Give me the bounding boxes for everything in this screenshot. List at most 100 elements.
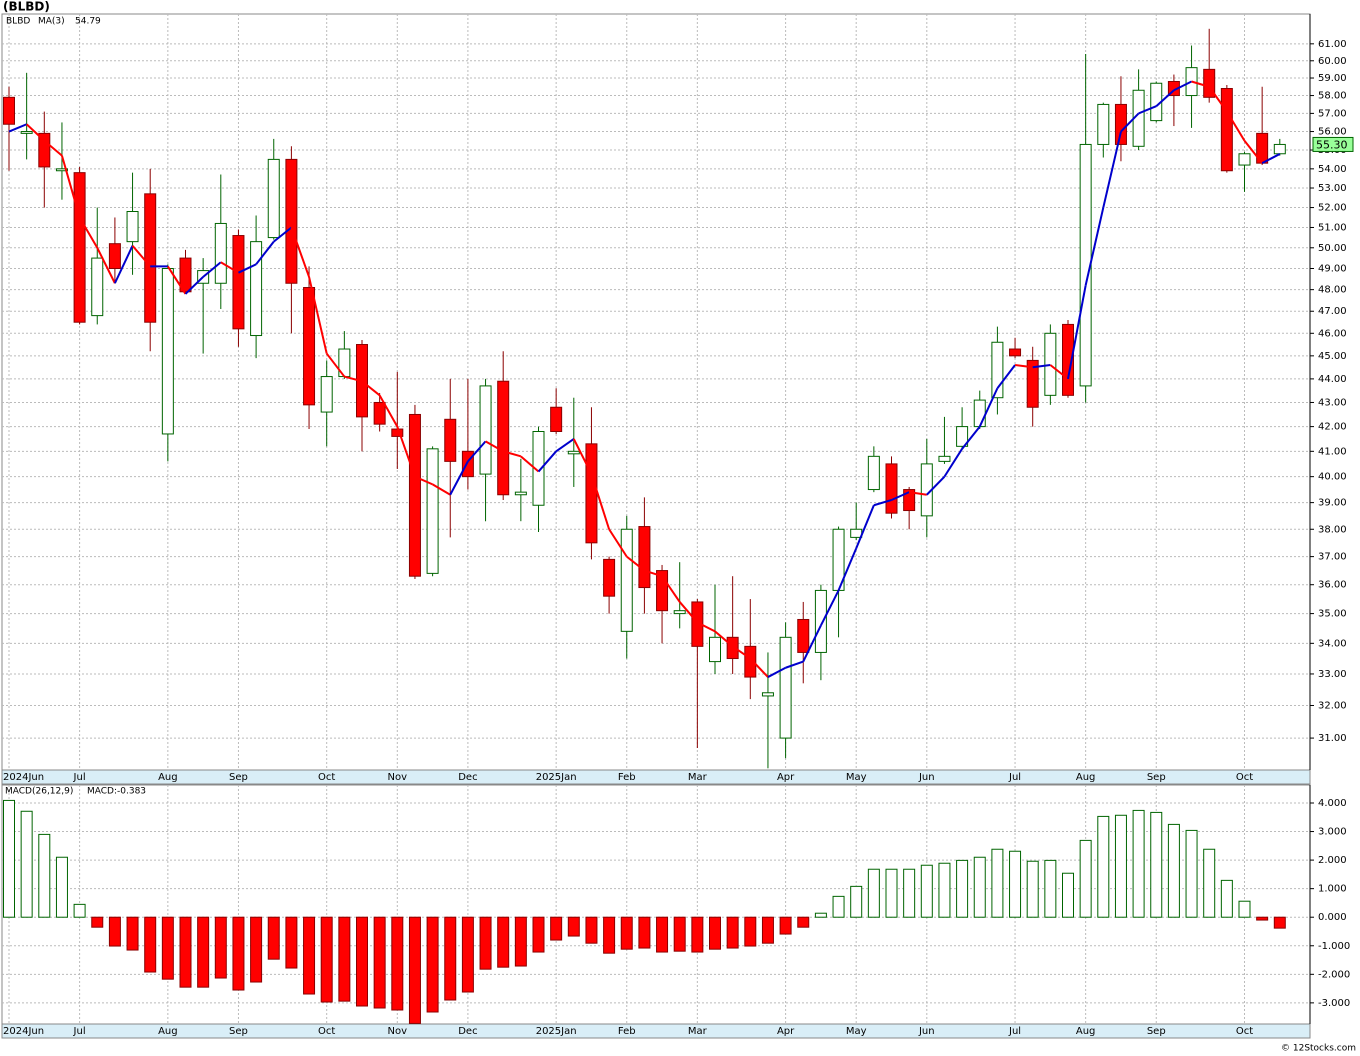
macd-bar [161,916,174,980]
ma-segment [60,155,81,218]
y-tick-label: 49.00 [1318,263,1347,274]
x-tick-label: 2025Jan [536,1026,577,1037]
x-tick-label: Aug [158,1026,178,1037]
ma-segment [802,624,822,663]
ma-segment [184,276,204,295]
y-tick-label: 3.000 [1318,827,1347,838]
macd-bar [1238,900,1251,918]
ma-segment [661,575,681,603]
y-tick-label: 60.00 [1318,56,1347,67]
ma-segment [767,666,787,678]
candle-body [1026,359,1039,408]
x-axis-band [1,769,1311,785]
x-tick-label: 2024Jun [3,772,44,783]
macd-bar [426,916,439,1013]
candle-body [426,448,439,574]
y-tick-label: 45.00 [1318,351,1347,362]
x-tick-label: Nov [388,1026,408,1037]
y-tick-label: 32.00 [1318,701,1347,712]
macd-bar [444,916,457,1001]
ma-segment [678,601,699,624]
ma-segment [785,660,804,669]
macd-bar [814,912,827,918]
candle-body [108,243,121,269]
x-tick-label: Sep [1147,772,1166,783]
candle-body [497,380,510,496]
ma-segment [96,247,116,284]
ma-segment [1173,80,1192,92]
x-tick-label: Feb [618,1026,636,1037]
y-tick-label: -2.000 [1318,969,1350,980]
ma-segment [714,630,734,648]
y-tick-label: 1.000 [1318,884,1347,895]
macd-bar [356,916,368,1007]
candle-body [267,158,280,239]
candle-body [320,376,333,413]
y-tick-label: 51.00 [1318,222,1347,233]
candle-body [656,570,669,612]
x-tick-label: Oct [318,1026,335,1037]
ma-segment [131,245,151,268]
macd-bar [1062,872,1074,918]
ma-segment [626,555,646,572]
x-tick-label: Feb [618,772,636,783]
candle-body [903,489,916,512]
x-tick-label: 2024Jun [3,1026,44,1037]
panel [1,13,1311,771]
last-price-box [1312,136,1354,152]
y-tick-label: 44.00 [1318,374,1347,385]
candle-body [1203,68,1216,98]
macd-bar [532,916,545,953]
candle-body [956,426,969,447]
ma-segment [978,387,999,428]
y-tick-label: 35.00 [1318,609,1347,620]
y-tick-label: 54.00 [1318,164,1347,175]
macd-bar [850,885,863,918]
macd-bar [938,862,951,918]
y-tick-label: 50.00 [1318,243,1347,254]
candle-body [250,241,263,337]
macd-bar [461,916,474,993]
ma-segment [255,241,275,265]
macd-bar [920,864,933,918]
x-tick-label: Oct [1236,772,1253,783]
ma-segment [1032,364,1051,369]
macd-bar [673,916,686,952]
macd-bar [956,859,969,918]
candle-body [161,267,174,435]
legend-symbol: BLBD [6,17,30,27]
y-tick-label: -3.000 [1318,998,1350,1009]
ma-segment [1261,153,1281,165]
ma-segment [1208,86,1228,113]
ma-segment [855,504,875,549]
ma-segment [608,528,628,558]
candle-body [20,131,33,134]
x-tick-label: 2025Jan [536,772,577,783]
legend-macd: MACD(26,12,9) [5,787,73,797]
candle-body [973,399,986,428]
macd-bar [656,916,669,953]
candle-body [585,443,598,544]
x-tick-label: Aug [1076,772,1096,783]
candle-body [514,491,527,496]
candle-body [144,193,157,323]
macd-bar [1273,916,1286,929]
candle-body [214,222,227,284]
legend-macd-value: MACD:-0.383 [87,787,146,797]
ma-segment [644,569,663,578]
candle-body [1273,143,1286,155]
macd-bar [285,916,298,969]
ma-segment [749,657,769,678]
ma-segment [273,226,293,243]
candle-body [1238,153,1251,166]
ma-segment [78,216,99,249]
x-tick-label: May [846,1026,867,1037]
candle-body [885,463,898,514]
x-tick-label: Mar [688,772,708,783]
ma-segment [1084,207,1105,286]
x-tick-label: Sep [229,1026,248,1037]
legend-ma-value: 54.79 [75,17,101,27]
y-tick-label: 56.00 [1318,127,1347,138]
